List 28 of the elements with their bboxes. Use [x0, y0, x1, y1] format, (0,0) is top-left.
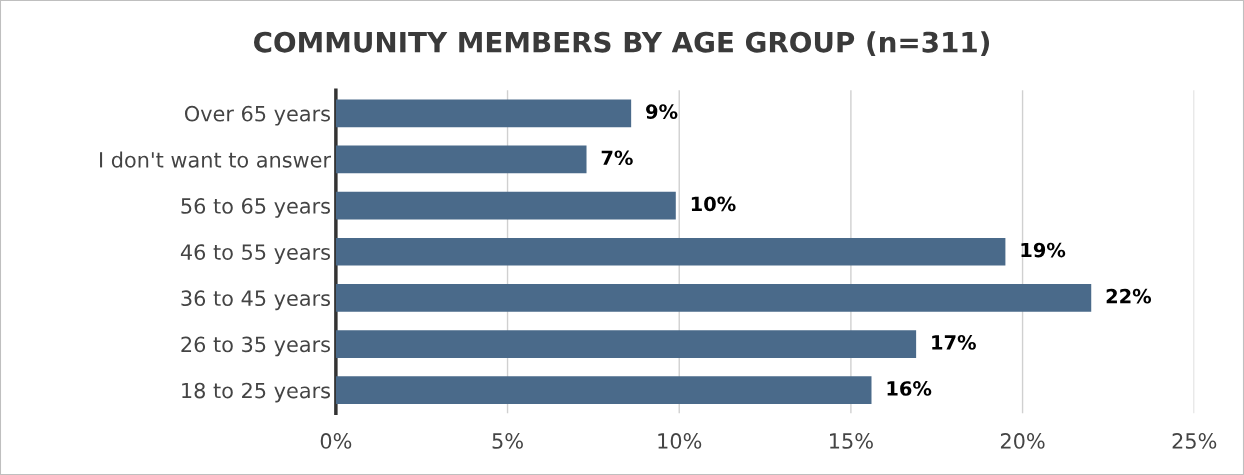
bar — [335, 284, 1092, 312]
y-tick-label: Over 65 years — [184, 105, 330, 126]
bar — [335, 330, 917, 358]
data-label: 10% — [691, 196, 736, 212]
x-tick-label: 15% — [830, 433, 873, 449]
y-tick-label: I don't want to answer — [100, 151, 332, 168]
bar — [335, 191, 676, 220]
bar — [335, 376, 872, 405]
bar — [335, 99, 632, 128]
data-label: 9% — [646, 104, 678, 119]
x-tick-label: 20% — [1000, 433, 1045, 449]
x-tick-label: 5% — [492, 433, 523, 449]
y-tick-label: 18 to 25 years — [182, 382, 330, 403]
data-label: 22% — [1106, 288, 1152, 304]
bar — [335, 145, 587, 174]
y-tick-label: 26 to 35 years — [181, 336, 330, 357]
data-label: 19% — [1021, 242, 1066, 258]
data-label: 16% — [887, 381, 932, 396]
data-label: 7% — [601, 150, 633, 166]
y-tick-label: 36 to 45 years — [181, 290, 330, 311]
y-tick-label: 46 to 55 years — [180, 244, 330, 264]
data-label: 17% — [932, 334, 976, 350]
x-tick-label: 0% — [320, 433, 352, 449]
x-tick-label: 25% — [1172, 433, 1217, 449]
x-tick-label: 10% — [658, 433, 702, 449]
bar — [335, 237, 1006, 266]
chart-title: COMMUNITY MEMBERS BY AGE GROUP (n=311) — [253, 31, 990, 56]
y-tick-label: 56 to 65 years — [181, 198, 330, 218]
